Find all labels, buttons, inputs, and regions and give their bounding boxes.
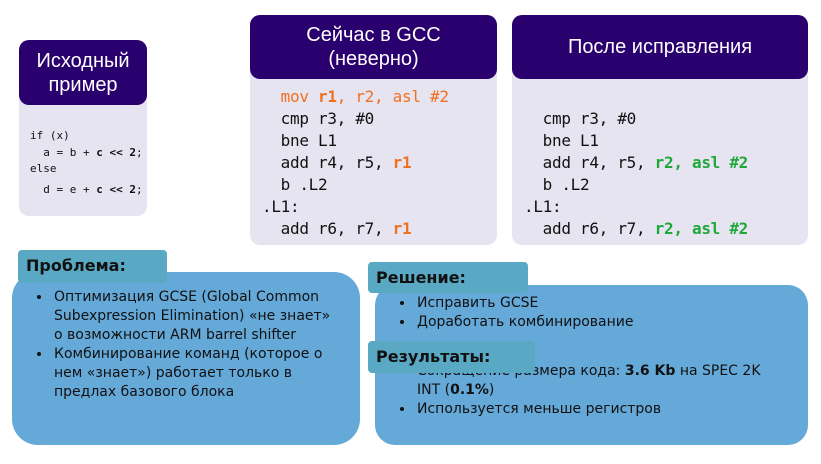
gcc-current-card: Сейчас в GCC (неверно) mov r1, r2, asl #… — [250, 15, 497, 245]
solution-title: Решение: — [368, 262, 528, 293]
problem-box: Оптимизация GCSE (Global Common Subexpre… — [12, 272, 360, 445]
problem-title: Проблема: — [18, 250, 167, 283]
list-item: Оптимизация GCSE (Global Common Subexpre… — [52, 288, 342, 345]
card-title: Исходный пример — [19, 40, 147, 105]
problem-list: Оптимизация GCSE (Global Common Subexpre… — [12, 288, 360, 402]
card-title: Сейчас в GCC (неверно) — [250, 15, 497, 79]
list-item: Комбинирование команд (которое о нем «зн… — [52, 345, 342, 402]
source-example-card: Исходный пример if (x) a = b + c << 2; e… — [19, 40, 147, 216]
solution-list: Исправить GCSE Доработать комбинирование — [375, 294, 808, 332]
list-item: Используется меньше регистров — [415, 400, 788, 419]
card-title: После исправления — [512, 15, 808, 79]
asm-code-fixed: cmp r3, #0 bne L1 add r4, r5, r2, asl #2… — [524, 109, 749, 238]
source-code: if (x) a = b + c << 2; else d = e + c <<… — [30, 129, 143, 196]
list-item: Доработать комбинирование — [415, 313, 808, 332]
asm-code-wrong: mov r1, r2, asl #2 cmp r3, #0 bne L1 add… — [262, 87, 449, 238]
after-fix-card: После исправления cmp r3, #0 bne L1 add … — [512, 15, 808, 245]
list-item: Исправить GCSE — [415, 294, 808, 313]
results-title: Результаты: — [368, 341, 535, 373]
